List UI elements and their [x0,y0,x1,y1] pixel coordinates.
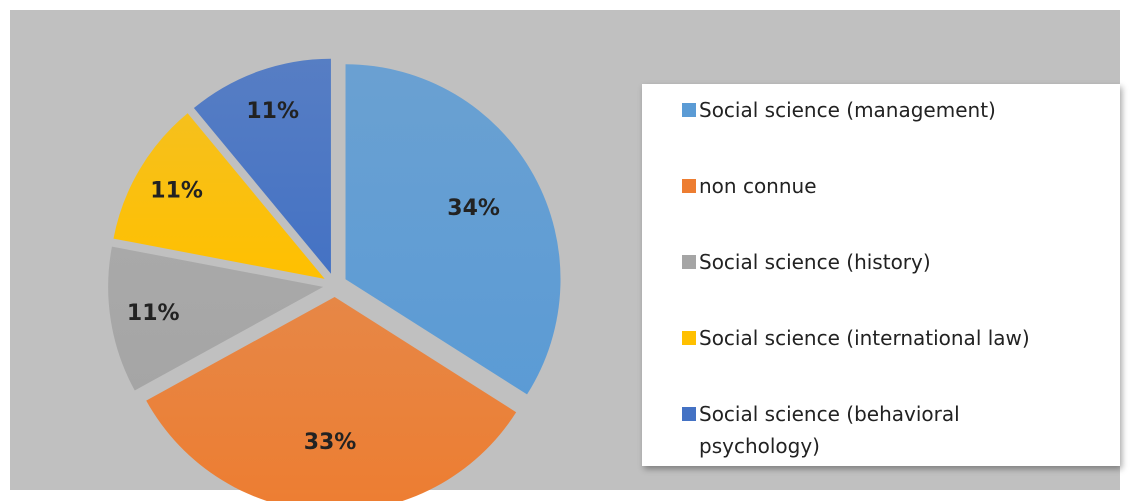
legend-swatch [682,103,696,117]
data-label: 34% [447,196,500,221]
pie-slice [113,113,325,279]
data-label: 11% [246,99,299,124]
pie-slice [193,58,331,274]
pie-slice [108,246,324,391]
pie-chart: 34% 33% 11% 11% 11% [108,58,561,501]
legend-label: Social science (international law) [699,326,1030,350]
legend-item: Social science (international law) [682,322,1079,354]
legend-item: Social science (history) [682,246,1079,278]
data-label: 11% [127,301,180,326]
legend-swatch [682,179,696,193]
data-label: 11% [150,178,203,203]
legend-item: non connue [682,170,1079,202]
legend-swatch [682,407,696,421]
legend-item: Social science (behavioral psychology) [682,398,1079,462]
pie-slice [146,296,517,501]
legend-label: Social science (behavioral psychology) [699,402,960,458]
legend-label: Social science (management) [699,98,996,122]
legend-label: Social science (history) [699,250,931,274]
legend-label: non connue [699,174,817,198]
legend: Social science (management) non connue Soc… [642,84,1120,466]
legend-swatch [682,331,696,345]
legend-swatch [682,255,696,269]
legend-item: Social science (management) [682,94,1079,126]
pie-slice [345,64,561,395]
data-label: 33% [304,430,357,455]
